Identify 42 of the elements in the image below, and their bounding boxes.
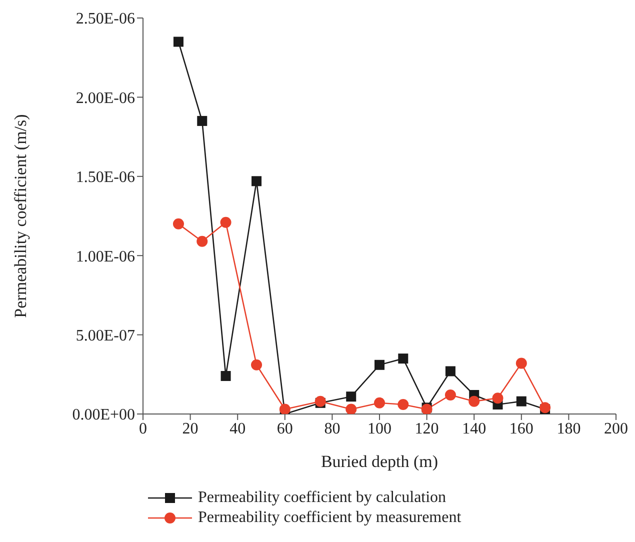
- x-tick-label: 120: [414, 420, 439, 438]
- point: [220, 216, 232, 228]
- point: [197, 116, 208, 126]
- point: [346, 404, 357, 414]
- y-axis-title: Permeability coefficient (m/s): [11, 114, 30, 318]
- x-tick-label: 60: [276, 420, 293, 438]
- x-tick-label: 180: [556, 420, 581, 438]
- x-tick-label: 40: [230, 420, 246, 438]
- point: [220, 370, 231, 381]
- point: [398, 398, 409, 410]
- x-tick-label: 160: [509, 420, 534, 438]
- point: [516, 358, 527, 369]
- y-tick-label: 0.00E+00: [72, 406, 135, 424]
- point: [516, 396, 526, 406]
- point: [172, 218, 184, 230]
- y-tick-label: 2.50E-06: [76, 10, 135, 28]
- x-tick-label: 140: [462, 420, 486, 438]
- legend-label: Permeability coefficient by calculation: [198, 489, 446, 507]
- y-tick-label: 5.00E-07: [76, 327, 135, 344]
- point: [468, 396, 480, 407]
- y-tick-label: 1.00E-06: [76, 248, 135, 266]
- x-tick-label: 200: [604, 420, 628, 438]
- point: [444, 389, 456, 400]
- point: [346, 392, 356, 402]
- y-tick-label: 2.00E-06: [76, 90, 135, 107]
- point: [252, 176, 262, 186]
- y-tick-label: 1.50E-06: [76, 169, 135, 186]
- point: [196, 236, 208, 247]
- point: [374, 397, 385, 408]
- point: [173, 36, 184, 47]
- point: [492, 392, 504, 404]
- point: [279, 404, 290, 414]
- legend-label: Permeability coefficient by measurement: [198, 509, 462, 527]
- x-tick-label: 0: [139, 420, 147, 438]
- point: [251, 359, 262, 370]
- point: [374, 360, 384, 370]
- x-tick-label: 20: [182, 420, 198, 438]
- point: [445, 366, 456, 376]
- x-axis-title: Buried depth (m): [320, 452, 438, 471]
- x-tick-label: 80: [324, 420, 340, 438]
- x-tick-label: 100: [368, 420, 392, 438]
- point: [398, 354, 408, 364]
